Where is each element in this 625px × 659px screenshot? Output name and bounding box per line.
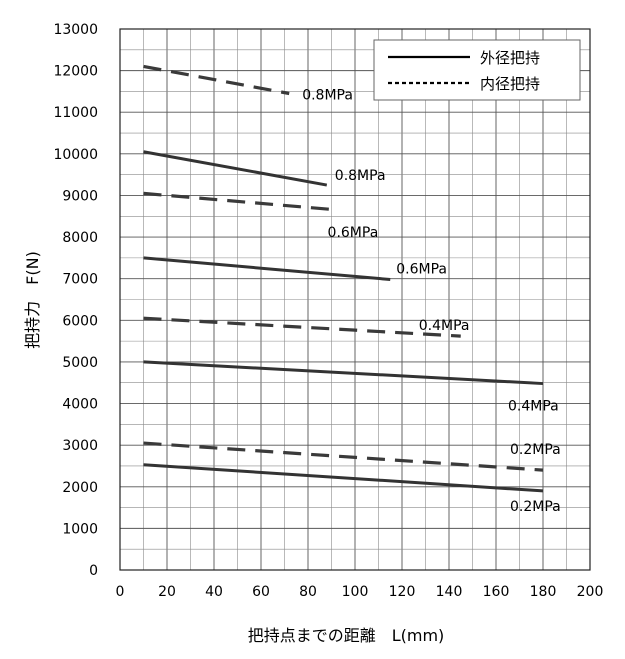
y-axis-label: 把持力 F(N) (23, 251, 42, 349)
inner-grip-line-0.8MPa (143, 64, 290, 96)
y-tick-label: 0 (89, 563, 98, 579)
inner-grip-line-0.6MPa (143, 191, 339, 212)
y-tick-label: 4000 (62, 397, 98, 413)
legend-label: 外径把持 (480, 49, 540, 67)
series-label: 0.2MPa (510, 442, 561, 458)
x-tick-label: 80 (299, 584, 317, 600)
outer-grip-line-0.4MPa (143, 360, 544, 386)
y-tick-label: 11000 (53, 105, 98, 121)
y-tick-label: 1000 (62, 521, 98, 537)
x-tick-label: 160 (483, 584, 510, 600)
series-label: 0.6MPa (396, 262, 447, 278)
y-tick-label: 7000 (62, 272, 98, 288)
y-tick-label: 9000 (62, 188, 98, 204)
series-layer (143, 64, 544, 493)
series-label: 0.4MPa (508, 399, 559, 415)
series-label: 0.6MPa (328, 225, 379, 241)
x-tick-label: 200 (577, 584, 604, 600)
series-label: 0.8MPa (335, 168, 386, 184)
y-tick-label: 12000 (53, 64, 98, 80)
plot-frame (119, 28, 591, 571)
tick-labels: 0 20 40 60 80 100 120 140 160 180 2000100020003000… (53, 22, 603, 600)
y-tick-label: 10000 (53, 147, 98, 163)
x-tick-label: 140 (436, 584, 463, 600)
x-tick-label: 40 (205, 584, 223, 600)
y-tick-label: 8000 (62, 230, 98, 246)
y-tick-label: 5000 (62, 355, 98, 371)
series-annotations: 0.8MPa 0.6MPa 0.4MPa 0.2MPa 0.8MPa 0.6MPa 0.4M… (302, 88, 561, 515)
outer-grip-line-0.6MPa (143, 256, 391, 282)
outer-grip-line-0.2MPa (143, 463, 544, 493)
x-tick-label: 0 (116, 584, 125, 600)
series-label: 0.8MPa (302, 88, 353, 104)
x-axis-label: 把持点までの距離 L(mm) (248, 626, 445, 645)
x-tick-label: 100 (342, 584, 369, 600)
legend-label: 内径把持 (480, 75, 540, 93)
inner-grip-line-0.4MPa (143, 316, 461, 338)
x-tick-label: 180 (530, 584, 557, 600)
x-tick-label: 20 (158, 584, 176, 600)
inner-grip-line-0.2MPa (143, 441, 544, 472)
x-tick-label: 60 (252, 584, 270, 600)
series-label: 0.2MPa (510, 499, 561, 515)
y-tick-label: 6000 (62, 313, 98, 329)
x-tick-label: 120 (389, 584, 416, 600)
y-tick-label: 2000 (62, 480, 98, 496)
legend-box (373, 39, 581, 101)
y-tick-label: 3000 (62, 438, 98, 454)
y-tick-label: 13000 (53, 22, 98, 38)
series-label: 0.4MPa (419, 318, 470, 334)
outer-grip-line-0.8MPa (143, 150, 328, 187)
